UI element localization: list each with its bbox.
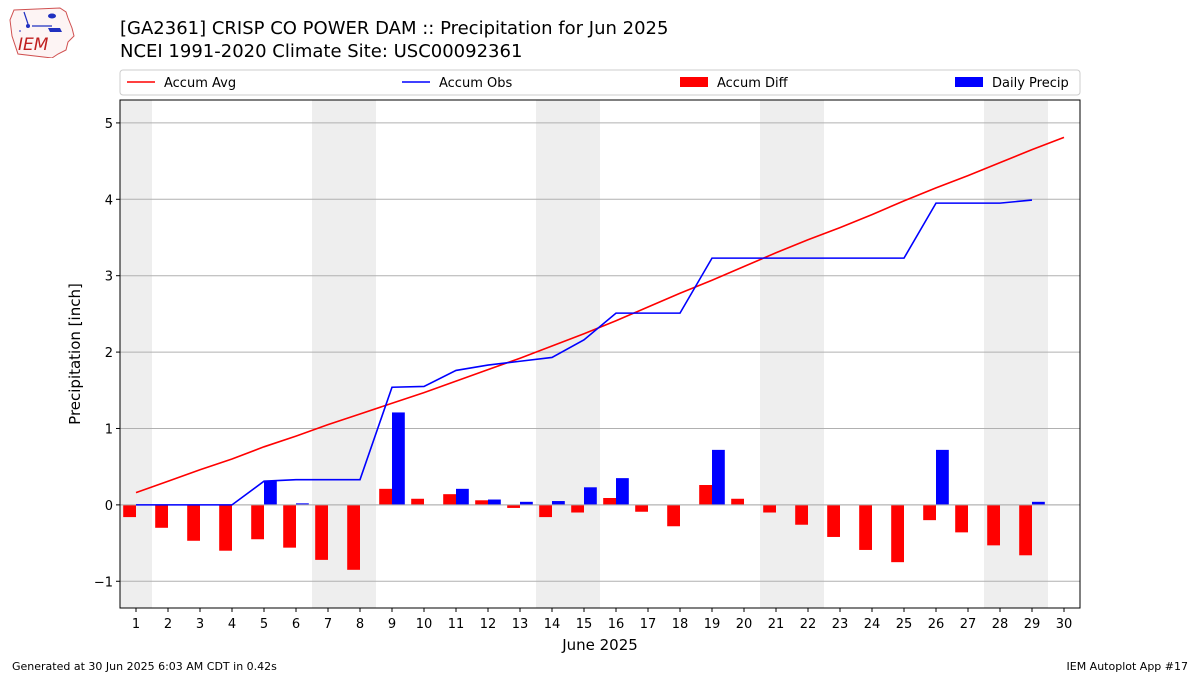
accum-diff-bar xyxy=(571,504,584,513)
daily-precip-bar xyxy=(456,488,469,505)
legend-label: Accum Avg xyxy=(164,76,236,91)
x-tick-label: 20 xyxy=(736,617,753,632)
x-tick-label: 18 xyxy=(672,617,689,632)
accum-diff-bar xyxy=(987,504,1000,546)
x-tick-label: 21 xyxy=(768,617,785,632)
accum-diff-bar xyxy=(123,504,136,518)
x-tick-label: 11 xyxy=(448,617,465,632)
x-axis-label: June 2025 xyxy=(561,636,638,654)
accum-diff-bar xyxy=(955,504,968,533)
x-tick-label: 16 xyxy=(608,617,625,632)
x-tick-label: 17 xyxy=(640,617,657,632)
accum-obs-line xyxy=(136,199,1033,506)
logo-text: IEM xyxy=(18,35,49,55)
daily-precip-bar xyxy=(296,503,309,505)
y-tick-label: 5 xyxy=(105,117,113,132)
y-tick-label: 4 xyxy=(105,193,113,208)
x-tick-label: 19 xyxy=(704,617,721,632)
accum-diff-bar xyxy=(859,504,872,550)
accum-diff-bar xyxy=(923,504,936,521)
weekend-shade xyxy=(536,100,600,608)
accum-diff-bar xyxy=(219,504,232,551)
accum-diff-bar xyxy=(891,504,904,563)
accum-diff-bar xyxy=(763,504,776,513)
x-tick-label: 2 xyxy=(164,617,172,632)
y-axis-label: Precipitation [inch] xyxy=(66,283,84,425)
accum-diff-bar xyxy=(539,504,552,518)
chart-title: [GA2361] CRISP CO POWER DAM :: Precipita… xyxy=(120,18,669,39)
legend-label: Accum Obs xyxy=(439,76,512,91)
daily-precip-bar xyxy=(936,449,949,505)
y-tick-label: 0 xyxy=(105,499,113,514)
y-tick-label: 3 xyxy=(105,270,113,285)
accum-diff-bar xyxy=(379,488,392,505)
x-tick-label: 13 xyxy=(512,617,529,632)
x-tick-label: 6 xyxy=(292,617,300,632)
accum-diff-bar xyxy=(475,500,488,505)
x-tick-label: 10 xyxy=(416,617,433,632)
x-tick-label: 5 xyxy=(260,617,268,632)
accum-diff-bar xyxy=(1019,504,1032,556)
x-tick-label: 14 xyxy=(544,617,561,632)
accum-diff-bar xyxy=(731,498,744,505)
x-tick-label: 8 xyxy=(356,617,364,632)
legend-label: Accum Diff xyxy=(717,76,789,91)
accum-diff-bar xyxy=(155,504,168,528)
accum-diff-bar xyxy=(699,485,712,505)
accum-diff-bar xyxy=(315,504,328,560)
weekend-shade xyxy=(120,100,152,608)
y-tick-label: −1 xyxy=(94,575,113,590)
accum-diff-bar xyxy=(827,504,840,537)
daily-precip-bar xyxy=(488,499,501,505)
daily-precip-bar xyxy=(712,449,725,505)
y-tick-label: 1 xyxy=(105,422,113,437)
accum-diff-bar xyxy=(667,504,680,527)
x-tick-label: 22 xyxy=(800,617,817,632)
x-tick-label: 25 xyxy=(896,617,913,632)
daily-precip-bar xyxy=(520,501,533,505)
x-tick-label: 1 xyxy=(132,617,140,632)
app-id: IEM Autoplot App #17 xyxy=(1066,660,1189,673)
daily-precip-bar xyxy=(552,501,565,505)
x-tick-label: 28 xyxy=(992,617,1009,632)
legend-swatch-bar xyxy=(680,77,708,87)
legend-label: Daily Precip xyxy=(992,76,1069,91)
generated-timestamp: Generated at 30 Jun 2025 6:03 AM CDT in … xyxy=(12,660,277,673)
plot-frame xyxy=(119,99,1081,609)
daily-precip-bar xyxy=(584,487,597,505)
accum-diff-bar xyxy=(635,504,648,512)
iem-logo: IEM xyxy=(9,7,75,58)
x-tick-label: 26 xyxy=(928,617,945,632)
accum-diff-bar xyxy=(347,504,360,570)
daily-precip-bar xyxy=(1032,501,1045,505)
x-tick-label: 30 xyxy=(1056,617,1073,632)
x-tick-label: 7 xyxy=(324,617,332,632)
accum-diff-bar xyxy=(603,497,616,505)
accum-diff-bar xyxy=(443,494,456,505)
x-tick-label: 29 xyxy=(1024,617,1041,632)
accum-diff-bar xyxy=(795,504,808,525)
weekend-shade xyxy=(760,100,824,608)
daily-precip-bar xyxy=(616,478,629,505)
legend-swatch-bar xyxy=(955,77,983,87)
accum-diff-bar xyxy=(507,504,520,508)
x-tick-label: 4 xyxy=(228,617,236,632)
accum-diff-bar xyxy=(187,504,200,541)
legend: Accum Avg Accum Obs Accum Diff Daily Precip xyxy=(119,69,1081,96)
daily-precip-bar xyxy=(392,412,405,505)
x-tick-label: 23 xyxy=(832,617,849,632)
accum-diff-bar xyxy=(411,498,424,505)
x-tick-label: 27 xyxy=(960,617,977,632)
x-tick-label: 24 xyxy=(864,617,881,632)
x-tick-label: 9 xyxy=(388,617,396,632)
x-tick-label: 3 xyxy=(196,617,204,632)
x-tick-label: 12 xyxy=(480,617,497,632)
accum-diff-bar xyxy=(283,504,296,548)
x-tick-label: 15 xyxy=(576,617,593,632)
y-tick-label: 2 xyxy=(105,346,113,361)
daily-precip-bar xyxy=(264,481,277,505)
accum-diff-bar xyxy=(251,504,264,540)
chart-subtitle: NCEI 1991-2020 Climate Site: USC00092361 xyxy=(120,41,523,62)
